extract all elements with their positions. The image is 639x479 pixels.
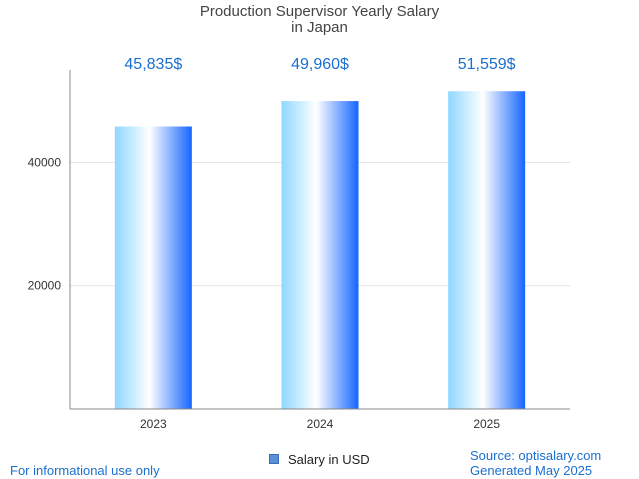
- bars: [114, 91, 526, 409]
- legend-swatch: [269, 454, 279, 464]
- footer-source: Source: optisalary.com: [470, 448, 602, 463]
- legend-label: Salary in USD: [288, 451, 370, 467]
- data-label-2025: 51,559$: [458, 56, 516, 73]
- footer-disclaimer: For informational use only: [10, 463, 160, 478]
- bar-2024: [281, 101, 359, 409]
- x-tick-label-2023: 2023: [140, 417, 167, 431]
- labels: 20000 40000 45,835$ 2023 49,960$ 2024 51,559$ 2…: [28, 56, 516, 431]
- bar-2023: [114, 126, 192, 409]
- y-tick-label-20000: 20000: [28, 279, 62, 293]
- x-tick-label-2025: 2025: [473, 417, 500, 431]
- data-label-2023: 45,835$: [124, 56, 182, 73]
- footer-generated: Generated May 2025: [470, 463, 593, 478]
- y-tick-label-40000: 40000: [28, 155, 62, 169]
- data-label-2024: 49,960$: [291, 56, 349, 73]
- legend[interactable]: Salary in USD: [262, 447, 375, 471]
- x-tick-label-2024: 2024: [307, 417, 334, 431]
- bar-2025: [448, 91, 526, 409]
- chart-title-line-2: in Japan: [291, 19, 348, 36]
- chart-title-line-1: Production Supervisor Yearly Salary: [199, 3, 440, 20]
- axes: [69, 70, 570, 410]
